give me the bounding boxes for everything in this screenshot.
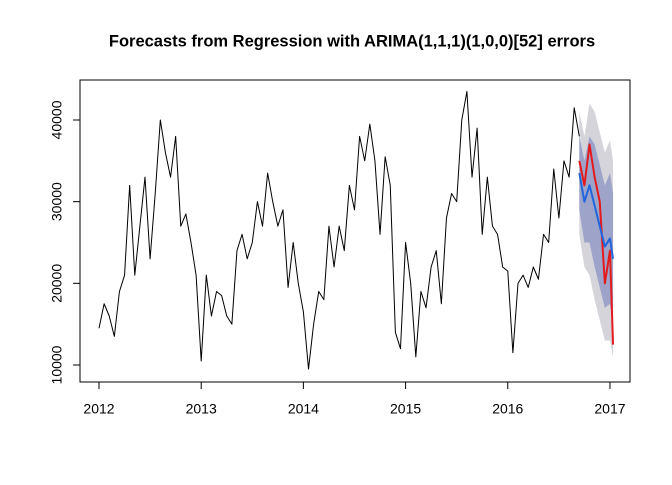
y-tick-label: 10000	[49, 345, 65, 384]
series-line	[578, 143, 615, 345]
series-line	[98, 90, 580, 370]
x-tick-label: 2013	[186, 401, 217, 417]
x-tick-label: 2014	[288, 401, 319, 417]
plot-frame	[79, 79, 631, 383]
x-tick-label: 2017	[594, 401, 625, 417]
y-tick-label: 40000	[49, 100, 65, 139]
y-tick-label: 30000	[49, 182, 65, 221]
y-tick-label: 20000	[49, 264, 65, 303]
chart-title: Forecasts from Regression with ARIMA(1,1…	[109, 32, 595, 50]
x-tick-label: 2016	[492, 401, 523, 417]
series-line	[578, 172, 615, 259]
x-tick-label: 2012	[83, 401, 114, 417]
x-tick-label: 2015	[390, 401, 421, 417]
